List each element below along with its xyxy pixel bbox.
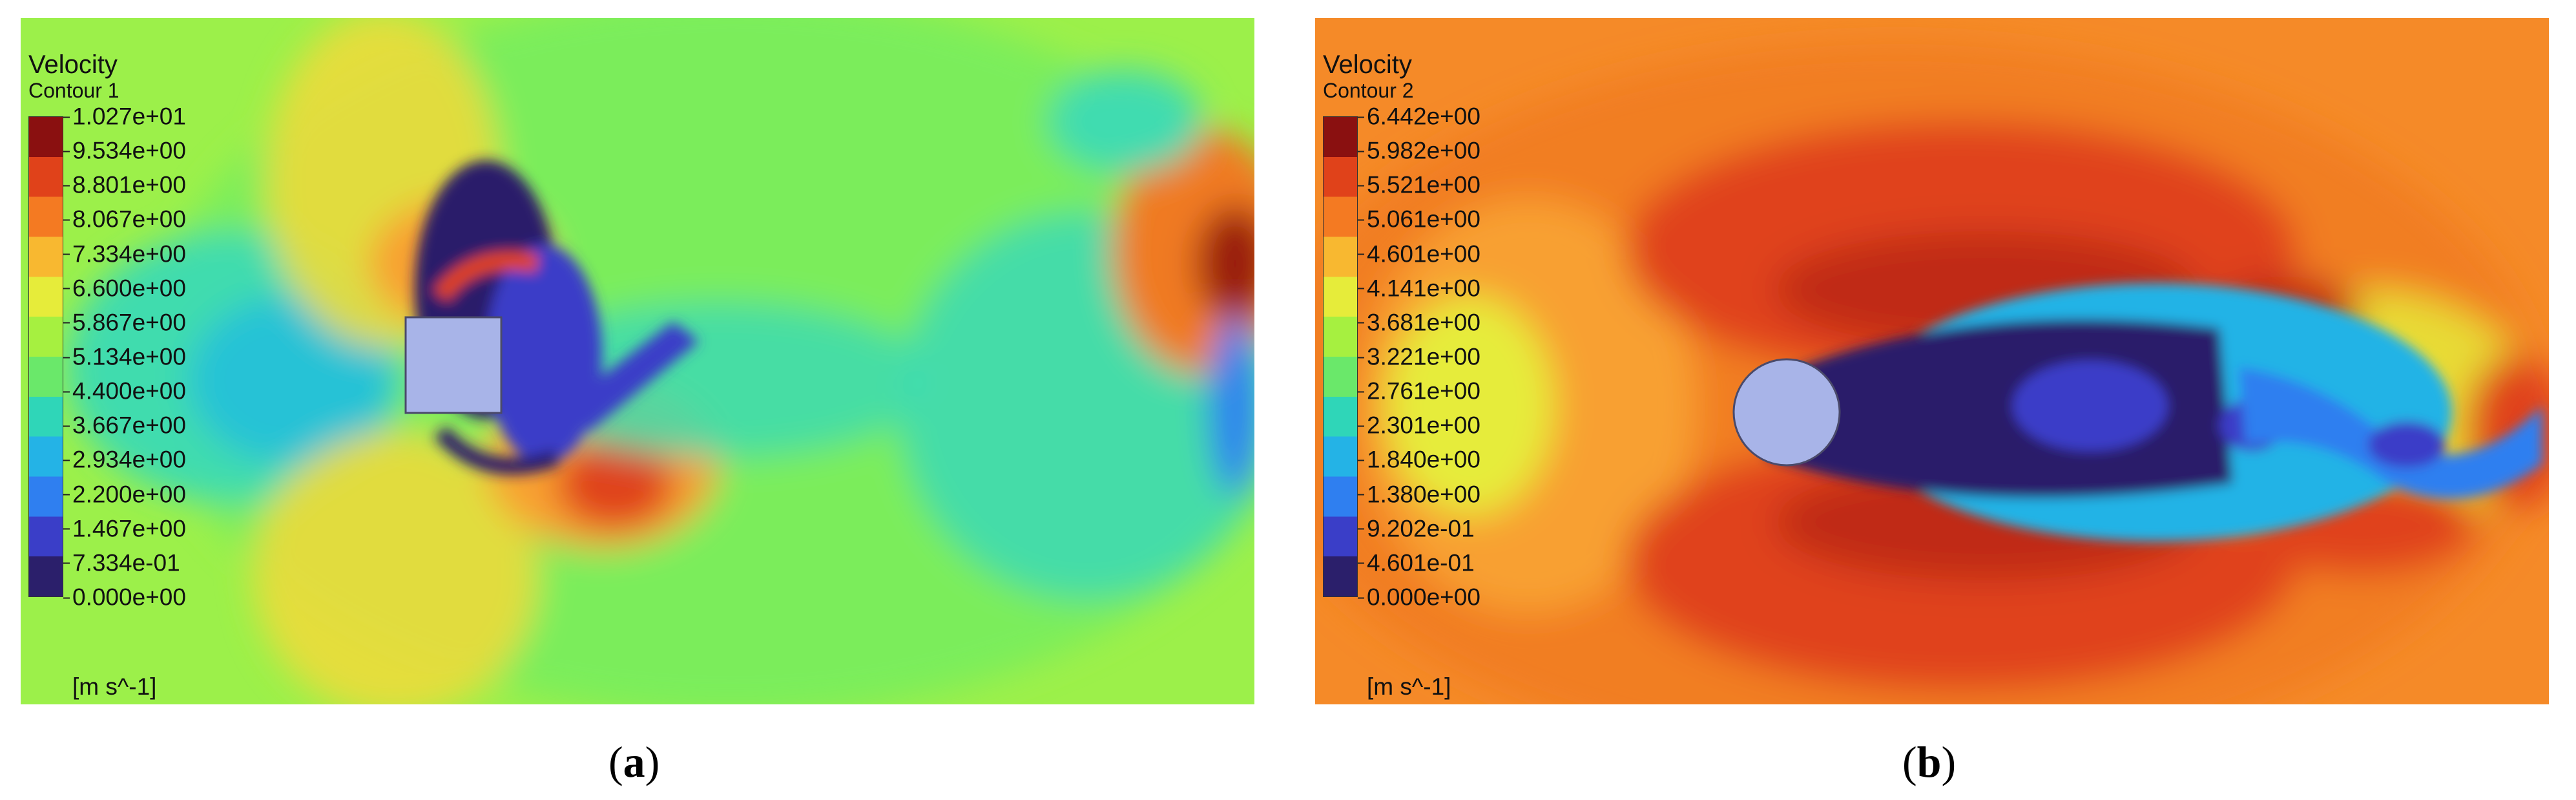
colorbar-tick: 5.867e+00 [63, 309, 186, 336]
velocity-field-image-a [21, 18, 1254, 704]
colorbar-tick: 4.601e+00 [1358, 240, 1480, 268]
colorbar-tick: 3.221e+00 [1358, 343, 1480, 370]
colorbar-legend-b: Velocity Contour 2 6.442e+00 5.982e+00 5… [1323, 50, 1480, 700]
velocity-contour-panel-a: Velocity Contour 1 1.027e+01 9.534e+00 8… [21, 18, 1254, 704]
colorbar-tick: 5.061e+00 [1358, 205, 1480, 233]
colorbar [28, 116, 63, 597]
velocity-contour-panel-b: Velocity Contour 2 6.442e+00 5.982e+00 5… [1315, 18, 2549, 704]
colorbar-tick: 4.400e+00 [63, 377, 186, 405]
legend-title: Velocity [1323, 50, 1412, 79]
circular-obstacle [1732, 358, 1841, 467]
velocity-field-image-b [1315, 18, 2549, 704]
colorbar-tick: 1.027e+01 [63, 103, 186, 130]
colorbar-tick: 5.982e+00 [1358, 137, 1480, 164]
colorbar-tick: 1.380e+00 [1358, 481, 1480, 508]
colorbar-tick: 0.000e+00 [63, 584, 186, 611]
colorbar-ticks: 6.442e+00 5.982e+00 5.521e+00 5.061e+00 … [1358, 105, 1561, 700]
colorbar-tick: 2.934e+00 [63, 446, 186, 473]
colorbar [1323, 116, 1358, 597]
colorbar-tick: 2.301e+00 [1358, 412, 1480, 439]
colorbar-tick: 9.534e+00 [63, 137, 186, 164]
legend-subtitle: Contour 2 [1323, 79, 1414, 102]
colorbar-tick: 7.334e+00 [63, 240, 186, 268]
unit-label: [m s^-1] [72, 673, 157, 700]
colorbar-tick: 8.801e+00 [63, 171, 186, 198]
colorbar-tick: 1.840e+00 [1358, 446, 1480, 473]
colorbar-tick: 5.134e+00 [63, 343, 186, 370]
legend-title: Velocity [28, 50, 118, 79]
caption-a: (a) [608, 737, 660, 786]
colorbar-tick: 4.601e-01 [1358, 549, 1475, 576]
colorbar-tick: 5.521e+00 [1358, 171, 1480, 198]
colorbar-tick: 0.000e+00 [1358, 584, 1480, 611]
colorbar-tick: 2.761e+00 [1358, 377, 1480, 405]
colorbar-tick: 8.067e+00 [63, 205, 186, 233]
legend-subtitle: Contour 1 [28, 79, 119, 102]
colorbar-tick: 7.334e-01 [63, 549, 180, 576]
colorbar-legend-a: Velocity Contour 1 1.027e+01 9.534e+00 8… [28, 50, 186, 700]
unit-label: [m s^-1] [1367, 673, 1451, 700]
colorbar-tick: 2.200e+00 [63, 481, 186, 508]
colorbar-tick: 9.202e-01 [1358, 515, 1475, 542]
colorbar-tick: 3.667e+00 [63, 412, 186, 439]
colorbar-tick: 6.442e+00 [1358, 103, 1480, 130]
colorbar-tick: 3.681e+00 [1358, 309, 1480, 336]
colorbar-ticks: 1.027e+01 9.534e+00 8.801e+00 8.067e+00 … [63, 105, 266, 700]
square-obstacle [404, 316, 503, 414]
colorbar-tick: 4.141e+00 [1358, 275, 1480, 302]
caption-letter: b [1916, 737, 1942, 786]
caption-b: (b) [1902, 737, 1957, 786]
colorbar-tick: 6.600e+00 [63, 275, 186, 302]
colorbar-tick: 1.467e+00 [63, 515, 186, 542]
caption-letter: a [623, 737, 645, 786]
